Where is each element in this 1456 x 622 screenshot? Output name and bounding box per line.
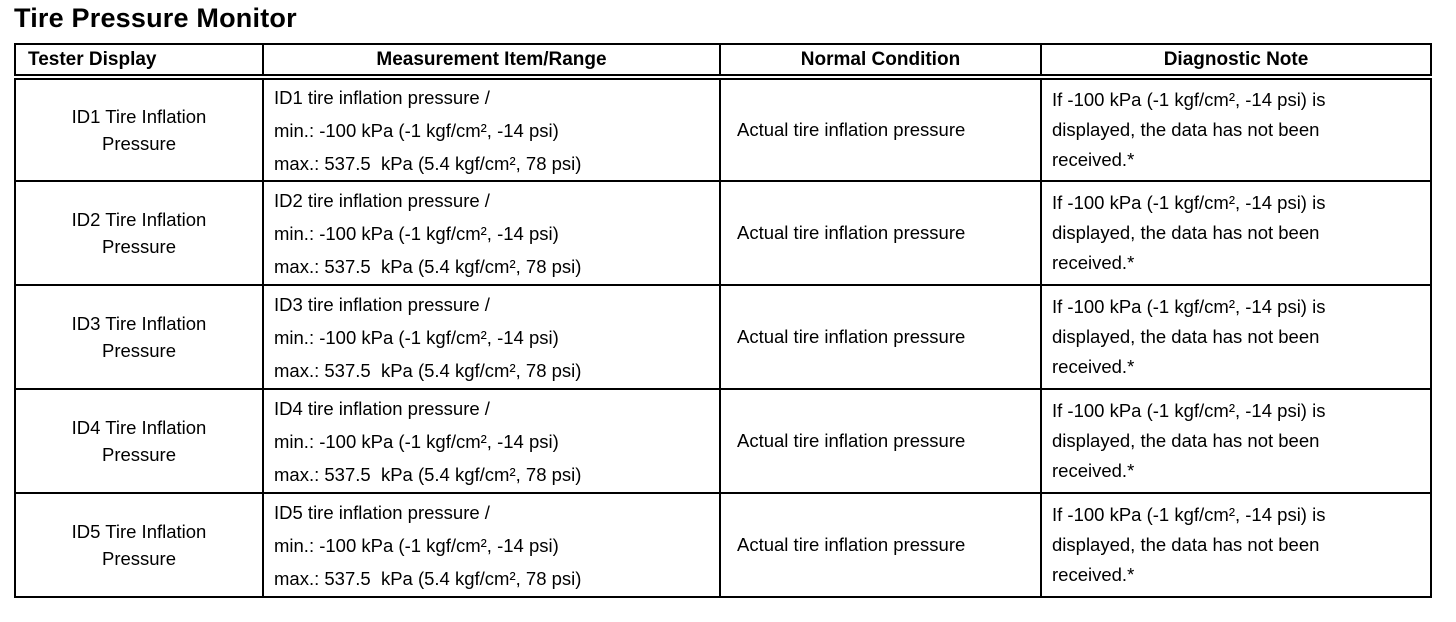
page-title: Tire Pressure Monitor <box>14 3 297 33</box>
table-row: ID2 Tire Inflation Pressure ID2 tire inf… <box>14 180 1432 286</box>
cell-diagnostic-note: If -100 kPa (-1 kgf/cm², -14 psi) is dis… <box>1040 492 1432 598</box>
column-header-normal-condition: Normal Condition <box>719 43 1042 80</box>
measurement-line: max.: 537.5 kPa (5.4 kgf/cm², 78 psi) <box>274 463 582 485</box>
table-row: ID3 Tire Inflation Pressure ID3 tire inf… <box>14 284 1432 390</box>
cell-measurement-item-range: ID3 tire inflation pressure / min.: -100… <box>262 284 721 390</box>
measurement-line: min.: -100 kPa (-1 kgf/cm², -14 psi) <box>274 534 559 556</box>
cell-measurement-item-range: ID4 tire inflation pressure / min.: -100… <box>262 388 721 494</box>
cell-tester-display: ID3 Tire Inflation Pressure <box>14 284 264 390</box>
cell-diagnostic-note: If -100 kPa (-1 kgf/cm², -14 psi) is dis… <box>1040 388 1432 494</box>
cell-tester-display: ID2 Tire Inflation Pressure <box>14 180 264 286</box>
measurement-line: min.: -100 kPa (-1 kgf/cm², -14 psi) <box>274 119 559 141</box>
table-row: ID5 Tire Inflation Pressure ID5 tire inf… <box>14 492 1432 598</box>
measurement-line: min.: -100 kPa (-1 kgf/cm², -14 psi) <box>274 326 559 348</box>
table-header-row: Tester Display Measurement Item/Range No… <box>14 43 1432 80</box>
cell-normal-condition: Actual tire inflation pressure <box>719 492 1042 598</box>
cell-tester-display: ID5 Tire Inflation Pressure <box>14 492 264 598</box>
table-row: ID1 Tire Inflation Pressure ID1 tire inf… <box>14 76 1432 182</box>
cell-normal-condition: Actual tire inflation pressure <box>719 76 1042 182</box>
cell-measurement-item-range: ID5 tire inflation pressure / min.: -100… <box>262 492 721 598</box>
cell-diagnostic-note: If -100 kPa (-1 kgf/cm², -14 psi) is dis… <box>1040 76 1432 182</box>
measurement-line: min.: -100 kPa (-1 kgf/cm², -14 psi) <box>274 222 559 244</box>
cell-normal-condition: Actual tire inflation pressure <box>719 180 1042 286</box>
measurement-line: ID3 tire inflation pressure / <box>274 293 490 315</box>
measurement-line: max.: 537.5 kPa (5.4 kgf/cm², 78 psi) <box>274 152 582 174</box>
measurement-line: ID4 tire inflation pressure / <box>274 397 490 419</box>
measurement-line: ID2 tire inflation pressure / <box>274 189 490 211</box>
column-header-diagnostic-note: Diagnostic Note <box>1040 43 1432 80</box>
measurement-line: max.: 537.5 kPa (5.4 kgf/cm², 78 psi) <box>274 567 582 589</box>
measurement-line: ID1 tire inflation pressure / <box>274 86 490 108</box>
cell-measurement-item-range: ID1 tire inflation pressure / min.: -100… <box>262 76 721 182</box>
measurement-line: max.: 537.5 kPa (5.4 kgf/cm², 78 psi) <box>274 255 582 277</box>
cell-tester-display: ID4 Tire Inflation Pressure <box>14 388 264 494</box>
measurement-line: min.: -100 kPa (-1 kgf/cm², -14 psi) <box>274 430 559 452</box>
cell-tester-display: ID1 Tire Inflation Pressure <box>14 76 264 182</box>
column-header-measurement-item-range: Measurement Item/Range <box>262 43 721 80</box>
measurement-line: ID5 tire inflation pressure / <box>274 501 490 523</box>
cell-normal-condition: Actual tire inflation pressure <box>719 284 1042 390</box>
column-header-tester-display: Tester Display <box>14 43 264 80</box>
measurement-line: max.: 537.5 kPa (5.4 kgf/cm², 78 psi) <box>274 359 582 381</box>
tire-pressure-monitor-table: Tester Display Measurement Item/Range No… <box>14 43 1432 598</box>
cell-measurement-item-range: ID2 tire inflation pressure / min.: -100… <box>262 180 721 286</box>
cell-normal-condition: Actual tire inflation pressure <box>719 388 1042 494</box>
cell-diagnostic-note: If -100 kPa (-1 kgf/cm², -14 psi) is dis… <box>1040 284 1432 390</box>
cell-diagnostic-note: If -100 kPa (-1 kgf/cm², -14 psi) is dis… <box>1040 180 1432 286</box>
table-row: ID4 Tire Inflation Pressure ID4 tire inf… <box>14 388 1432 494</box>
